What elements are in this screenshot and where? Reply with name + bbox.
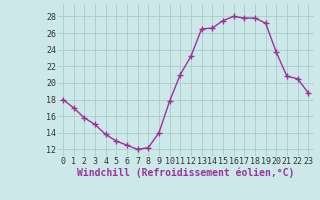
X-axis label: Windchill (Refroidissement éolien,°C): Windchill (Refroidissement éolien,°C) <box>77 168 294 178</box>
